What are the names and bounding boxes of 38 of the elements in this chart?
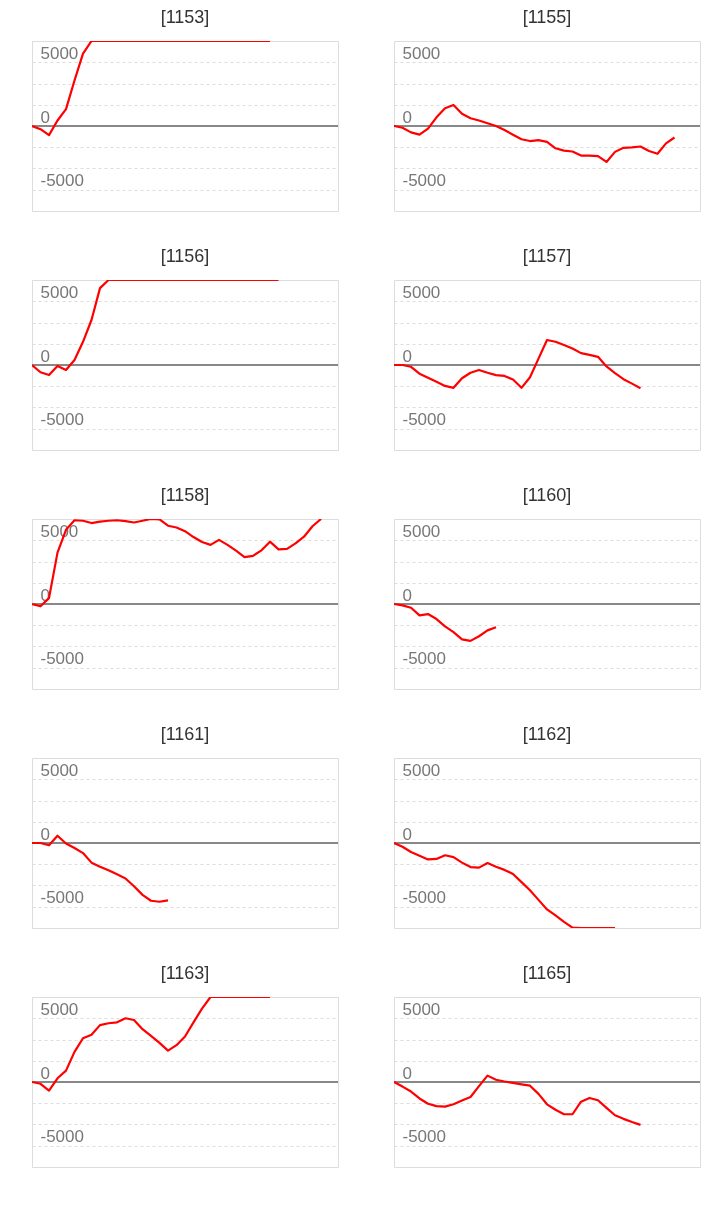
y-tick-label: 5000	[402, 999, 441, 1019]
y-tick-label: -5000	[402, 649, 446, 669]
y-tick-label: 0	[40, 824, 50, 844]
chart-title: [1155]	[522, 7, 572, 27]
y-tick-label: 0	[40, 1063, 50, 1083]
chart-title: [1158]	[160, 485, 210, 505]
y-tick-label: 5000	[40, 282, 79, 302]
y-tick-label: 5000	[40, 43, 79, 63]
chart-title: [1153]	[160, 7, 210, 27]
y-tick-label: 5000	[402, 521, 441, 541]
y-tick-label: -5000	[402, 1127, 446, 1147]
y-tick-label: 5000	[402, 282, 441, 302]
y-tick-label: 5000	[402, 43, 441, 63]
chart-title: [1157]	[522, 246, 572, 266]
chart-title: [1156]	[160, 246, 210, 266]
y-tick-label: 5000	[402, 760, 441, 780]
y-tick-label: 0	[402, 1063, 412, 1083]
y-tick-label: 0	[402, 585, 412, 605]
y-tick-label: 0	[402, 346, 412, 366]
y-tick-label: -5000	[40, 649, 84, 669]
chart-title: [1162]	[522, 724, 572, 744]
y-tick-label: 0	[402, 107, 412, 127]
y-tick-label: -5000	[402, 888, 446, 908]
y-tick-label: -5000	[402, 171, 446, 191]
y-tick-label: -5000	[40, 410, 84, 430]
y-tick-label: 0	[40, 107, 50, 127]
chart-title: [1165]	[522, 963, 572, 983]
y-tick-label: -5000	[40, 1127, 84, 1147]
chart-title: [1161]	[160, 724, 210, 744]
y-tick-label: 5000	[40, 760, 79, 780]
chart-title: [1160]	[522, 485, 572, 505]
y-tick-label: -5000	[40, 171, 84, 191]
chart-title: [1163]	[160, 963, 210, 983]
y-tick-label: 0	[402, 824, 412, 844]
y-tick-label: 5000	[40, 999, 79, 1019]
y-tick-label: -5000	[402, 410, 446, 430]
y-tick-label: -5000	[40, 888, 84, 908]
y-tick-label: 0	[40, 346, 50, 366]
